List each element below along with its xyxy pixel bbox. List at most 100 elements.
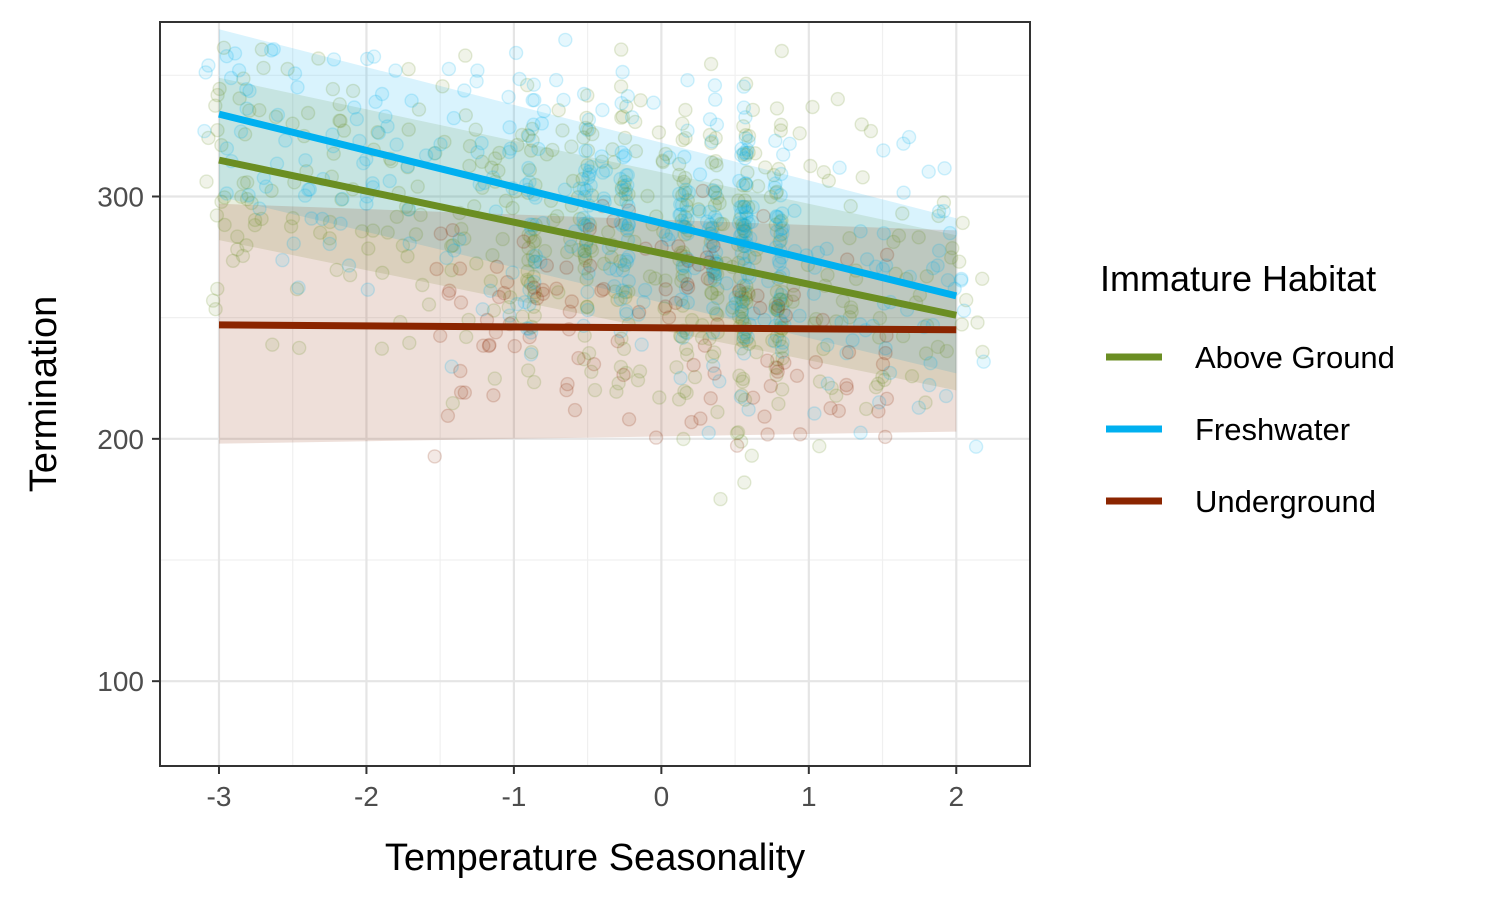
data-point bbox=[736, 79, 751, 94]
data-point bbox=[770, 352, 785, 367]
data-point bbox=[773, 123, 788, 138]
data-point bbox=[733, 389, 749, 405]
data-point bbox=[658, 299, 673, 314]
data-point bbox=[582, 164, 597, 179]
data-point bbox=[702, 242, 717, 257]
data-point bbox=[769, 284, 785, 300]
data-point bbox=[738, 176, 753, 191]
data-point bbox=[732, 211, 748, 227]
data-point bbox=[738, 131, 753, 146]
data-point bbox=[585, 126, 600, 142]
data-point bbox=[526, 288, 542, 304]
data-point bbox=[740, 142, 755, 157]
data-point bbox=[617, 130, 633, 146]
data-point bbox=[503, 290, 518, 305]
data-point bbox=[613, 254, 628, 269]
data-point bbox=[577, 261, 592, 276]
data-point bbox=[502, 144, 517, 160]
data-point bbox=[580, 122, 595, 137]
data-point bbox=[734, 141, 749, 157]
data-point bbox=[526, 374, 542, 390]
data-point bbox=[558, 32, 573, 48]
data-point bbox=[614, 95, 629, 111]
data-point bbox=[252, 102, 267, 118]
data-point bbox=[793, 427, 808, 442]
data-point bbox=[527, 233, 543, 249]
data-point bbox=[863, 123, 879, 139]
legend-label: Underground bbox=[1195, 484, 1376, 519]
data-point bbox=[868, 380, 884, 395]
data-point bbox=[779, 293, 794, 308]
data-point bbox=[939, 343, 954, 359]
data-point bbox=[734, 388, 750, 403]
data-point bbox=[706, 238, 721, 254]
data-point bbox=[956, 303, 972, 318]
data-point bbox=[356, 155, 371, 171]
data-point bbox=[707, 345, 722, 360]
data-point bbox=[737, 193, 752, 208]
data-point bbox=[922, 377, 937, 393]
data-point bbox=[845, 333, 860, 348]
data-point bbox=[707, 272, 722, 288]
data-point bbox=[483, 283, 498, 298]
data-point bbox=[278, 133, 293, 148]
plot-border bbox=[159, 21, 1031, 767]
data-point bbox=[673, 207, 688, 222]
data-point bbox=[613, 291, 628, 307]
data-point bbox=[775, 296, 790, 312]
data-point bbox=[388, 63, 403, 78]
data-point bbox=[842, 230, 857, 246]
data-point bbox=[522, 282, 537, 298]
data-point bbox=[735, 334, 751, 349]
data-point bbox=[491, 163, 506, 179]
data-point bbox=[537, 243, 553, 259]
data-point bbox=[658, 282, 673, 297]
data-point bbox=[736, 100, 752, 115]
data-point bbox=[707, 209, 723, 225]
data-point bbox=[772, 256, 787, 271]
data-point bbox=[633, 93, 648, 108]
data-point bbox=[618, 365, 634, 381]
data-point bbox=[771, 396, 786, 412]
data-point bbox=[680, 280, 696, 295]
y-tick-label: 100 bbox=[97, 666, 144, 697]
data-point bbox=[280, 61, 295, 77]
data-point bbox=[731, 309, 747, 324]
data-point bbox=[839, 377, 854, 393]
data-point bbox=[840, 252, 855, 267]
data-point bbox=[349, 111, 364, 127]
data-point bbox=[252, 201, 267, 216]
data-point bbox=[734, 299, 749, 314]
data-point bbox=[549, 72, 564, 88]
data-point bbox=[514, 127, 530, 143]
data-point bbox=[311, 51, 326, 66]
data-point bbox=[749, 344, 764, 360]
data-point bbox=[735, 374, 750, 389]
data-point bbox=[596, 191, 611, 206]
data-point bbox=[730, 425, 746, 440]
data-point bbox=[572, 211, 587, 227]
data-point bbox=[505, 200, 520, 216]
data-point bbox=[421, 297, 437, 312]
data-point bbox=[522, 162, 537, 178]
data-point bbox=[879, 391, 895, 406]
data-point bbox=[521, 240, 536, 256]
data-point bbox=[678, 209, 693, 225]
data-point bbox=[286, 236, 301, 251]
data-point bbox=[270, 107, 286, 123]
data-point bbox=[302, 182, 317, 197]
data-point bbox=[562, 304, 577, 319]
data-point bbox=[498, 193, 514, 209]
data-point bbox=[859, 252, 875, 267]
data-point bbox=[739, 210, 754, 225]
data-point bbox=[528, 254, 543, 269]
data-point bbox=[774, 339, 789, 354]
data-point bbox=[708, 245, 724, 260]
data-point bbox=[326, 52, 342, 67]
data-point bbox=[512, 71, 527, 87]
data-point bbox=[534, 116, 549, 131]
data-point bbox=[843, 198, 858, 214]
data-point bbox=[745, 102, 761, 118]
data-point bbox=[535, 282, 550, 298]
